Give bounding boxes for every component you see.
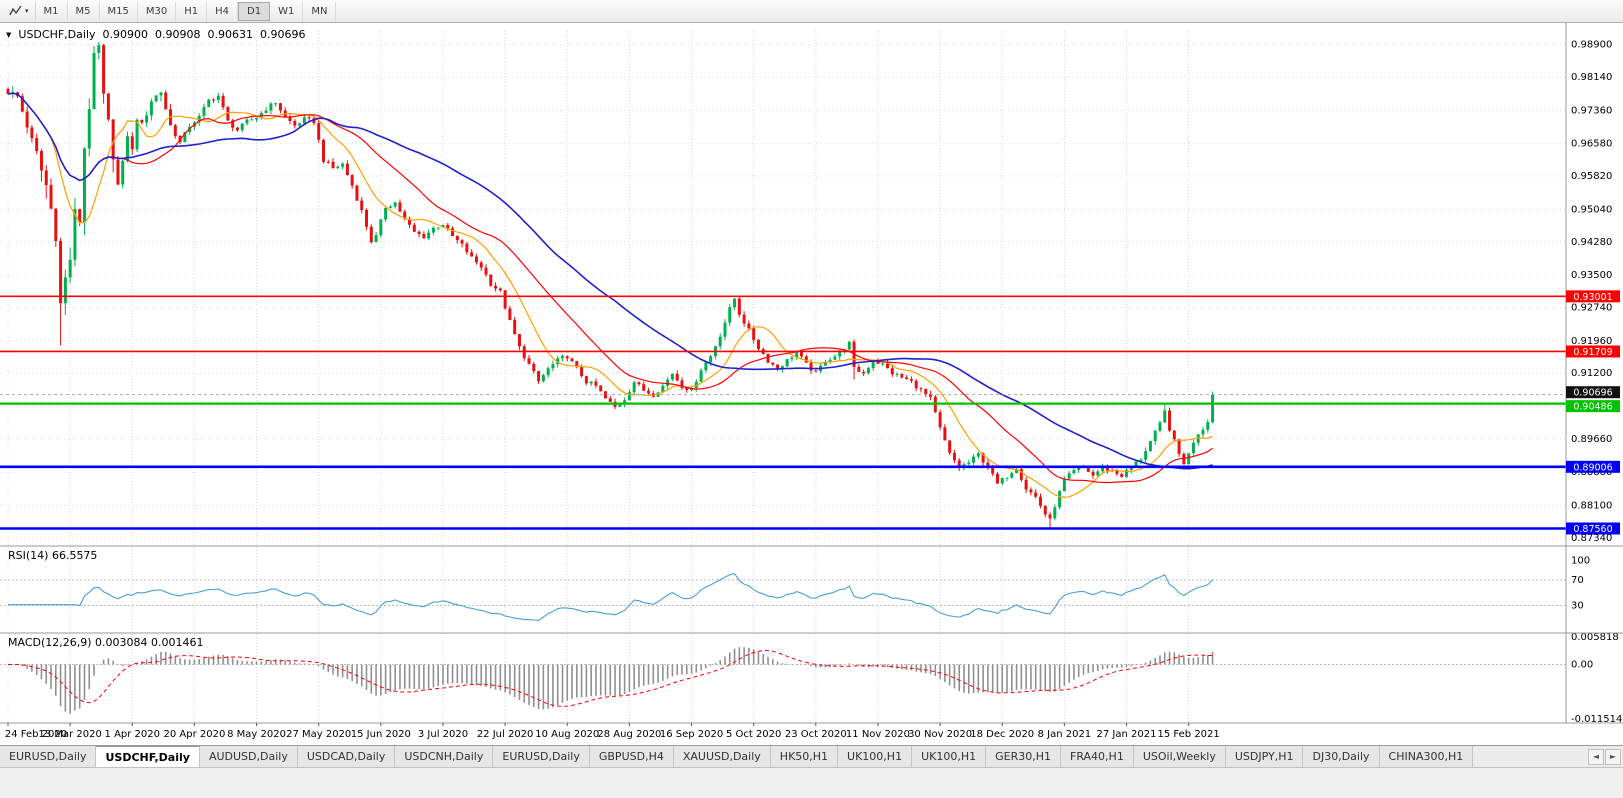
svg-text:0.89660: 0.89660 [1571, 434, 1612, 445]
svg-text:3 Jul 2020: 3 Jul 2020 [418, 729, 468, 740]
svg-text:22 Jul 2020: 22 Jul 2020 [477, 729, 534, 740]
svg-text:30: 30 [1571, 601, 1584, 612]
timeframe-button-m1[interactable]: M1 [36, 1, 68, 21]
price-axis[interactable] [1566, 23, 1623, 723]
timeframe-button-h1[interactable]: H1 [176, 1, 208, 21]
svg-text:0.00: 0.00 [1571, 660, 1593, 671]
timeframe-button-d1[interactable]: D1 [238, 1, 271, 21]
svg-text:0.87560: 0.87560 [1573, 524, 1612, 535]
chart-tab-audusd-daily[interactable]: AUDUSD,Daily [199, 746, 298, 767]
svg-text:23 Oct 2020: 23 Oct 2020 [785, 729, 847, 740]
chart-tab-usdcnh-daily[interactable]: USDCNH,Daily [395, 746, 494, 767]
tab-scroll-arrows: ◄ ► [1588, 746, 1623, 767]
svg-text:1 Apr 2020: 1 Apr 2020 [105, 729, 160, 740]
chart-tab-hk50-h1[interactable]: HK50,H1 [770, 746, 839, 767]
top-toolbar: ▾ M1 M5 M15 M30 H1 H4 D1 W1 MN [0, 0, 1623, 23]
line-chart-icon [9, 5, 22, 16]
svg-text:0.88100: 0.88100 [1571, 500, 1612, 511]
svg-text:11 Nov 2020: 11 Nov 2020 [846, 729, 910, 740]
svg-text:0.95820: 0.95820 [1571, 171, 1612, 182]
chart-tab-usoil-weekly[interactable]: USOil,Weekly [1133, 746, 1226, 767]
tab-scroll-right-icon[interactable]: ► [1605, 748, 1621, 765]
svg-text:100: 100 [1571, 556, 1590, 567]
svg-text:0.98900: 0.98900 [1571, 40, 1612, 51]
svg-text:0.90696: 0.90696 [1573, 388, 1612, 399]
chart-tab-usdchf-daily[interactable]: USDCHF,Daily [96, 746, 200, 767]
chart-type-dropdown[interactable]: ▾ [3, 1, 36, 21]
timeframe-button-w1[interactable]: W1 [270, 1, 304, 21]
chart-tab-eurusd-daily[interactable]: EURUSD,Daily [493, 746, 590, 767]
chart-window: 100 70 30 0.005818 0.00 -0.011514 0.98900 0.981… [0, 23, 1623, 746]
svg-text:0.93500: 0.93500 [1571, 270, 1612, 281]
svg-text:0.91960: 0.91960 [1571, 336, 1612, 347]
svg-text:8 May 2020: 8 May 2020 [227, 729, 286, 740]
svg-text:70: 70 [1571, 575, 1584, 586]
svg-text:0.97360: 0.97360 [1571, 105, 1612, 116]
svg-text:10 Aug 2020: 10 Aug 2020 [535, 729, 599, 740]
timeframe-button-m30[interactable]: M30 [138, 1, 177, 21]
svg-text:5 Oct 2020: 5 Oct 2020 [726, 729, 781, 740]
timeframe-button-m15[interactable]: M15 [100, 1, 138, 21]
chart-tab-usdcad-daily[interactable]: USDCAD,Daily [297, 746, 396, 767]
svg-text:27 Jan 2021: 27 Jan 2021 [1097, 729, 1157, 740]
chart-tab-fra40-h1[interactable]: FRA40,H1 [1061, 746, 1134, 767]
chart-tab-gbpusd-h4[interactable]: GBPUSD,H4 [589, 746, 674, 767]
svg-text:0.96580: 0.96580 [1571, 139, 1612, 150]
svg-text:0.95040: 0.95040 [1571, 204, 1612, 215]
chart-tab-china300-h1[interactable]: CHINA300,H1 [1379, 746, 1474, 767]
chart-tab-bar: EURUSD,Daily USDCHF,Daily AUDUSD,Daily USDC… [0, 746, 1623, 768]
svg-text:27 May 2020: 27 May 2020 [286, 729, 351, 740]
timeframe-button-mn[interactable]: MN [303, 1, 337, 21]
svg-text:16 Sep 2020: 16 Sep 2020 [660, 729, 723, 740]
svg-text:30 Nov 2020: 30 Nov 2020 [908, 729, 972, 740]
svg-text:20 Apr 2020: 20 Apr 2020 [163, 729, 225, 740]
tab-scroll-left-icon[interactable]: ◄ [1588, 748, 1604, 765]
svg-text:15 Feb 2021: 15 Feb 2021 [1158, 729, 1220, 740]
chart-tab-uk100-h1[interactable]: UK100,H1 [838, 746, 913, 767]
svg-text:28 Aug 2020: 28 Aug 2020 [597, 729, 661, 740]
chart-tab-dj30-daily[interactable]: DJ30,Daily [1303, 746, 1380, 767]
svg-text:24 Feb 2020: 24 Feb 2020 [5, 729, 67, 740]
chart-tabs: EURUSD,Daily USDCHF,Daily AUDUSD,Daily USDC… [0, 746, 1474, 767]
timeframe-buttons: M1 M5 M15 M30 H1 H4 D1 W1 MN [36, 1, 337, 21]
svg-text:0.87340: 0.87340 [1571, 533, 1612, 544]
svg-text:0.98140: 0.98140 [1571, 72, 1612, 83]
time-axis[interactable] [0, 723, 1566, 746]
svg-text:0.91709: 0.91709 [1573, 347, 1612, 358]
chevron-down-icon: ▾ [25, 7, 29, 15]
svg-text:0.91200: 0.91200 [1571, 368, 1612, 379]
svg-text:8 Jan 2021: 8 Jan 2021 [1038, 729, 1092, 740]
chart-tab-uk100-h1[interactable]: UK100,H1 [912, 746, 987, 767]
status-bar [0, 768, 1623, 797]
svg-text:0.005818: 0.005818 [1571, 632, 1619, 643]
svg-text:-0.011514: -0.011514 [1571, 714, 1622, 725]
svg-text:13 Mar 2020: 13 Mar 2020 [38, 729, 101, 740]
svg-text:15 Jun 2020: 15 Jun 2020 [351, 729, 411, 740]
svg-text:18 Dec 2020: 18 Dec 2020 [970, 729, 1034, 740]
svg-text:0.89006: 0.89006 [1573, 462, 1612, 473]
chart-tab-usdjpy-h1[interactable]: USDJPY,H1 [1225, 746, 1304, 767]
chart-tab-eurusd-daily[interactable]: EURUSD,Daily [0, 746, 97, 767]
svg-text:0.93001: 0.93001 [1573, 292, 1612, 303]
price-chart-canvas[interactable]: 100 70 30 0.005818 0.00 -0.011514 0.98900 0.981… [0, 23, 1623, 746]
svg-text:0.94280: 0.94280 [1571, 237, 1612, 248]
chart-tab-xauusd-daily[interactable]: XAUUSD,Daily [673, 746, 771, 767]
timeframe-button-m5[interactable]: M5 [68, 1, 100, 21]
svg-text:0.92740: 0.92740 [1571, 302, 1612, 313]
timeframe-button-h4[interactable]: H4 [207, 1, 239, 21]
chart-tab-ger30-h1[interactable]: GER30,H1 [986, 746, 1061, 767]
svg-text:0.90486: 0.90486 [1573, 402, 1612, 413]
